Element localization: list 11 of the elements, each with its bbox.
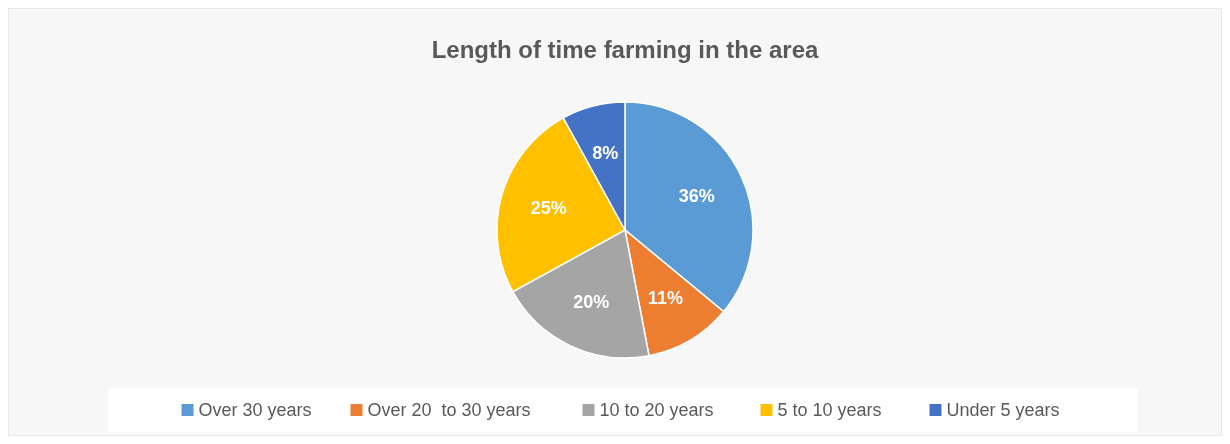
data-label: 20%: [573, 291, 610, 312]
data-label: 36%: [678, 186, 715, 207]
chart-title: Length of time farming in the area: [431, 36, 819, 63]
data-label: 11%: [647, 288, 683, 309]
legend-label: 5 to 10 years: [777, 400, 882, 420]
data-label: 25%: [530, 197, 567, 218]
legend-label: Over 30 years: [198, 400, 312, 420]
legend-label: Over 20 to 30 years: [367, 400, 531, 420]
legend-label: 10 to 20 years: [599, 400, 714, 420]
data-label: 8%: [592, 143, 619, 164]
legend-label: Under 5 years: [946, 400, 1060, 420]
